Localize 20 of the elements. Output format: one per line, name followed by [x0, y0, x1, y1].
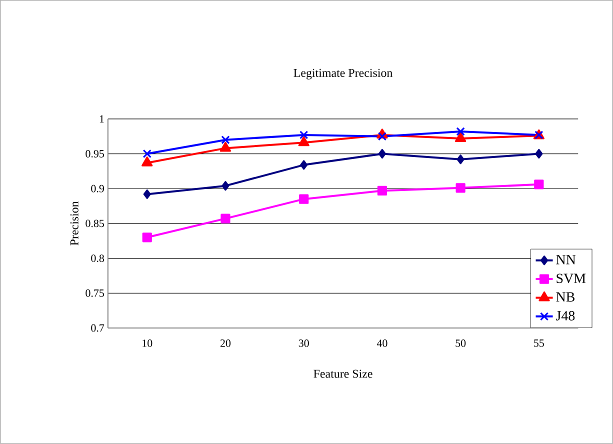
x-tick-label: 10: [142, 340, 152, 347]
y-axis-title: Precision: [70, 201, 78, 246]
legend-label: NN: [556, 255, 576, 264]
x-tick-label: 55: [534, 340, 544, 347]
y-tick-label: 0.8: [91, 254, 104, 262]
legend-label: NB: [556, 292, 574, 302]
chart-title: Legitimate Precision: [294, 68, 393, 80]
x-tick-label: 30: [298, 340, 309, 347]
y-tick-label: 0.75: [86, 289, 104, 297]
legend-label: J48: [556, 311, 575, 320]
x-tick-label: 50: [456, 340, 466, 347]
x-tick-label: 20: [220, 340, 231, 347]
x-tick-label: 40: [376, 340, 388, 347]
y-tick-label: 0.95: [86, 150, 104, 158]
x-axis-title: Feature Size: [314, 370, 372, 378]
y-tick-label: 0.9: [91, 184, 104, 192]
legend-label: SVM: [556, 274, 586, 284]
y-tick-label: 0.85: [86, 220, 104, 228]
y-tick-label: 0.7: [91, 324, 104, 332]
y-tick-label: 1: [100, 115, 104, 123]
